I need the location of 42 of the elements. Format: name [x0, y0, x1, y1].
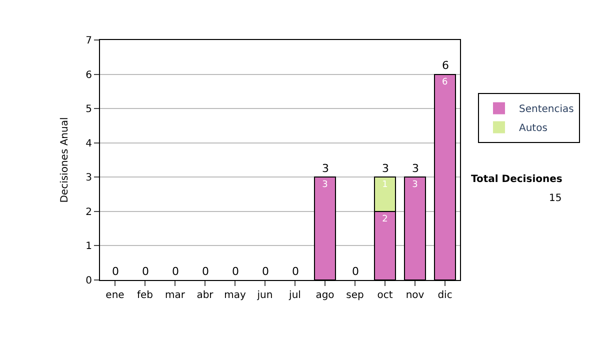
y-tick-label: 4: [86, 138, 92, 150]
x-tick-label: may: [224, 290, 246, 301]
y-tick-label: 7: [86, 36, 92, 46]
text: 15: [549, 193, 562, 204]
y-axis-title: Decisiones Anual: [60, 117, 71, 203]
total-label: 0: [172, 265, 179, 278]
legend-label: Sentencias: [519, 104, 574, 116]
x-tick-label: abr: [196, 290, 214, 301]
y-tick-label: 6: [86, 70, 92, 81]
total-label: 3: [382, 162, 389, 175]
total-label: 3: [412, 162, 419, 175]
x-tick-label: nov: [406, 290, 424, 301]
data-label: 6: [442, 77, 448, 88]
data-label: 2: [382, 214, 388, 224]
data-label: 3: [412, 180, 418, 190]
y-tick-label: 1: [86, 241, 92, 252]
x-tick-label: mar: [165, 290, 186, 301]
x-tick-label: oct: [377, 290, 393, 301]
data-label: 3: [322, 180, 328, 190]
x-tick-label: ene: [106, 290, 124, 301]
total-label: 0: [232, 265, 239, 278]
x-tick-label: jun: [256, 290, 273, 301]
total-label: 6: [442, 59, 449, 72]
x-tick-label: feb: [136, 290, 154, 301]
total-label: 0: [352, 265, 359, 278]
data-label: 1: [382, 180, 388, 190]
x-tick-label: jul: [288, 290, 301, 301]
x-tick-label: sep: [346, 290, 364, 301]
text: Total Decisiones: [471, 174, 562, 185]
total-label: 0: [142, 265, 149, 278]
total-label: 3: [322, 162, 329, 175]
y-tick-label: 0: [86, 276, 92, 286]
total-label: 0: [202, 265, 209, 278]
y-tick-label: 3: [86, 172, 92, 184]
y-tick-label: 2: [86, 206, 92, 218]
total-label: 0: [292, 265, 299, 278]
total-label: 0: [262, 265, 269, 278]
x-tick-label: ago: [316, 290, 334, 301]
y-tick-label: 5: [86, 104, 92, 116]
total-label: 0: [112, 265, 119, 278]
x-tick-label: dic: [438, 290, 452, 301]
legend-label: Autos: [519, 123, 548, 134]
